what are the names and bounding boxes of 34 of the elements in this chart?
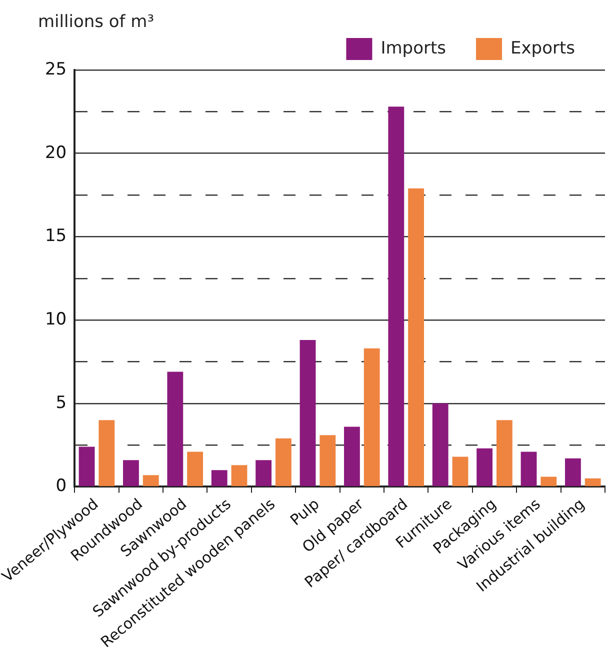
bar xyxy=(540,476,557,486)
x-tick-label: Pulp xyxy=(286,494,323,530)
y-tick-label: 20 xyxy=(44,142,67,163)
bar xyxy=(276,438,292,486)
bar xyxy=(520,452,537,486)
bar xyxy=(167,372,184,486)
y-tick-label: 5 xyxy=(56,392,67,413)
bar xyxy=(78,446,95,486)
bar xyxy=(300,340,316,486)
bar xyxy=(496,420,512,486)
y-axis-title: millions of m³ xyxy=(38,12,154,32)
bar xyxy=(388,106,404,486)
bar xyxy=(231,465,248,486)
bar xyxy=(344,426,360,486)
y-tick-label: 25 xyxy=(44,59,67,80)
legend-label: Exports xyxy=(510,38,576,58)
bar xyxy=(142,475,159,486)
y-tick-label: 0 xyxy=(56,476,67,496)
bar xyxy=(187,452,204,486)
bar xyxy=(364,348,380,486)
bar xyxy=(565,458,581,486)
legend-label: Imports xyxy=(380,38,446,58)
bar xyxy=(211,470,228,486)
bar xyxy=(256,460,272,486)
y-tick-label: 10 xyxy=(44,309,67,330)
bar xyxy=(320,435,336,486)
bar xyxy=(408,188,424,486)
bar xyxy=(123,460,139,486)
bar xyxy=(432,403,448,486)
bar xyxy=(452,456,468,486)
bar xyxy=(584,478,601,486)
y-tick-label: 15 xyxy=(44,226,67,246)
bar xyxy=(476,448,493,486)
bar xyxy=(98,420,115,486)
